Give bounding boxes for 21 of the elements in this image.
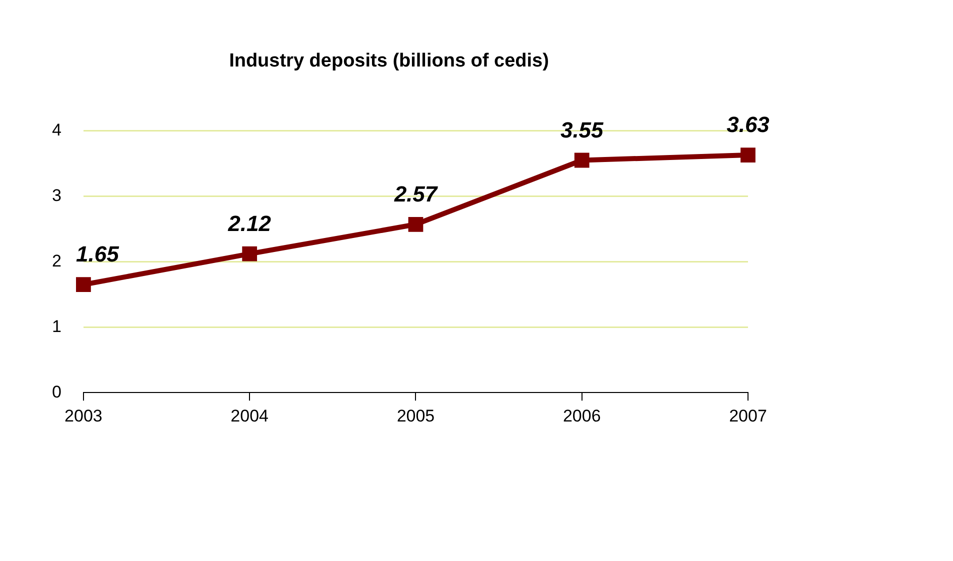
y-tick-label: 4	[52, 120, 62, 140]
data-label: 1.65	[76, 242, 120, 267]
point	[76, 277, 91, 292]
x-tick-label: 2007	[729, 406, 767, 426]
chart-title: Industry deposits (billions of cedis)	[229, 50, 549, 72]
point	[408, 216, 424, 232]
point	[574, 152, 590, 168]
point	[740, 148, 756, 162]
data-label: 3.55	[560, 117, 604, 142]
point	[242, 246, 258, 262]
data-label: 3.63	[726, 112, 770, 138]
y-tick-label: 0	[52, 382, 62, 402]
x-tick-label: 2006	[562, 406, 601, 426]
data-label: 2.12	[227, 210, 272, 236]
y-tick-label: 1	[52, 316, 62, 336]
y-tick-label: 3	[52, 186, 62, 205]
x-tick-label: 2005	[396, 406, 435, 426]
x-tick-label: 2003	[64, 406, 102, 426]
y-tick-label: 2	[52, 251, 62, 270]
x-tick-label: 2004	[230, 406, 269, 426]
data-label: 2.57	[393, 181, 439, 206]
